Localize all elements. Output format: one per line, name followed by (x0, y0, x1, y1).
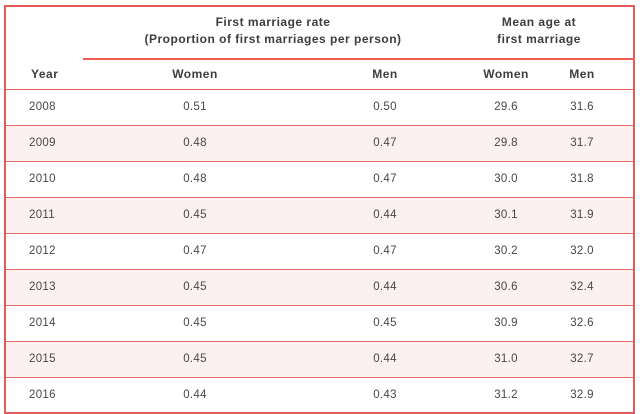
group-header-first-marriage-rate: First marriage rate (Proportion of first… (83, 6, 464, 60)
cell-age-women: 30.0 (494, 173, 518, 185)
cell-rate-men: 0.47 (373, 173, 397, 185)
group-header-row: First marriage rate (Proportion of first… (5, 6, 635, 60)
table-row: 2013 0.45 0.44 30.6 32.4 (5, 269, 635, 305)
cell-age-men: 31.9 (570, 209, 594, 221)
cell-rate-women: 0.48 (183, 173, 207, 185)
group-header-mean-age: Mean age at first marriage (463, 6, 635, 60)
cell-year: 2012 (29, 245, 56, 257)
cell-year: 2014 (29, 317, 56, 329)
cell-rate-women: 0.47 (183, 245, 207, 257)
cell-year: 2008 (29, 101, 56, 113)
cell-rate-men: 0.44 (373, 281, 397, 293)
cell-age-women: 29.8 (494, 137, 518, 149)
cell-rate-women: 0.44 (183, 388, 207, 401)
cell-rate-men: 0.50 (373, 101, 397, 113)
subheader-rate-women: Women (83, 59, 307, 90)
cell-age-men: 32.4 (570, 281, 594, 293)
subheader-year: Year (5, 59, 83, 90)
table-body: 2008 0.51 0.50 29.6 31.6 2009 0.48 0.47 … (5, 89, 635, 413)
table-row: 2010 0.48 0.47 30.0 31.8 (5, 161, 635, 197)
cell-rate-men: 0.44 (373, 353, 397, 365)
cell-rate-men: 0.47 (373, 137, 397, 149)
cell-rate-men: 0.47 (373, 245, 397, 257)
table-container: First marriage rate (Proportion of first… (4, 5, 636, 414)
group2-subtitle: first marriage (497, 31, 581, 46)
cell-rate-women: 0.51 (183, 101, 207, 113)
cell-rate-men: 0.44 (373, 209, 397, 221)
cell-age-women: 31.2 (494, 388, 518, 401)
subheader-rate-men: Men (307, 59, 464, 90)
cell-age-women: 29.6 (494, 101, 518, 113)
cell-year: 2011 (29, 209, 55, 221)
table-row: 2008 0.51 0.50 29.6 31.6 (5, 89, 635, 125)
marriage-data-table: First marriage rate (Proportion of first… (4, 5, 636, 414)
cell-rate-men: 0.43 (373, 388, 397, 401)
cell-rate-women: 0.48 (183, 137, 207, 149)
cell-rate-women: 0.45 (183, 281, 207, 293)
cell-age-men: 31.7 (570, 137, 594, 149)
table-row: 2012 0.47 0.47 30.2 32.0 (5, 233, 635, 269)
cell-year: 2015 (29, 353, 56, 365)
group1-title: First marriage rate (215, 14, 331, 29)
group2-title: Mean age at (501, 14, 577, 29)
table-row: 2015 0.45 0.44 31.0 32.7 (5, 341, 635, 377)
cell-rate-men: 0.45 (373, 317, 397, 329)
cell-rate-women: 0.45 (183, 317, 207, 329)
cell-year: 2009 (29, 137, 56, 149)
subheader-age-men: Men (549, 59, 635, 90)
table-row: 2016 0.44 0.43 31.2 32.9 (5, 377, 635, 413)
table-row: 2014 0.45 0.45 30.9 32.6 (5, 305, 635, 341)
cell-rate-women: 0.45 (183, 353, 207, 365)
cell-year: 2013 (29, 281, 56, 293)
cell-rate-women: 0.45 (183, 209, 207, 221)
cell-age-women: 30.6 (494, 281, 518, 293)
cell-year: 2010 (29, 173, 56, 185)
table-row: 2009 0.48 0.47 29.8 31.7 (5, 125, 635, 161)
cell-age-women: 30.2 (494, 245, 518, 257)
sub-header-row: Year Women Men Women Men (5, 59, 635, 90)
cell-year: 2016 (29, 388, 56, 401)
cell-age-women: 30.9 (494, 317, 518, 329)
table-row: 2011 0.45 0.44 30.1 31.9 (5, 197, 635, 233)
group1-subtitle: (Proportion of first marriages per perso… (144, 31, 402, 46)
cell-age-men: 32.7 (570, 353, 594, 365)
subheader-age-women: Women (463, 59, 550, 90)
header-year-spacer (5, 6, 83, 59)
cell-age-women: 30.1 (494, 209, 518, 221)
cell-age-men: 31.8 (570, 173, 594, 185)
cell-age-men: 32.9 (570, 388, 594, 401)
cell-age-men: 32.0 (570, 245, 594, 257)
cell-age-men: 31.6 (570, 101, 594, 113)
cell-age-women: 31.0 (494, 353, 518, 365)
cell-age-men: 32.6 (570, 317, 594, 329)
